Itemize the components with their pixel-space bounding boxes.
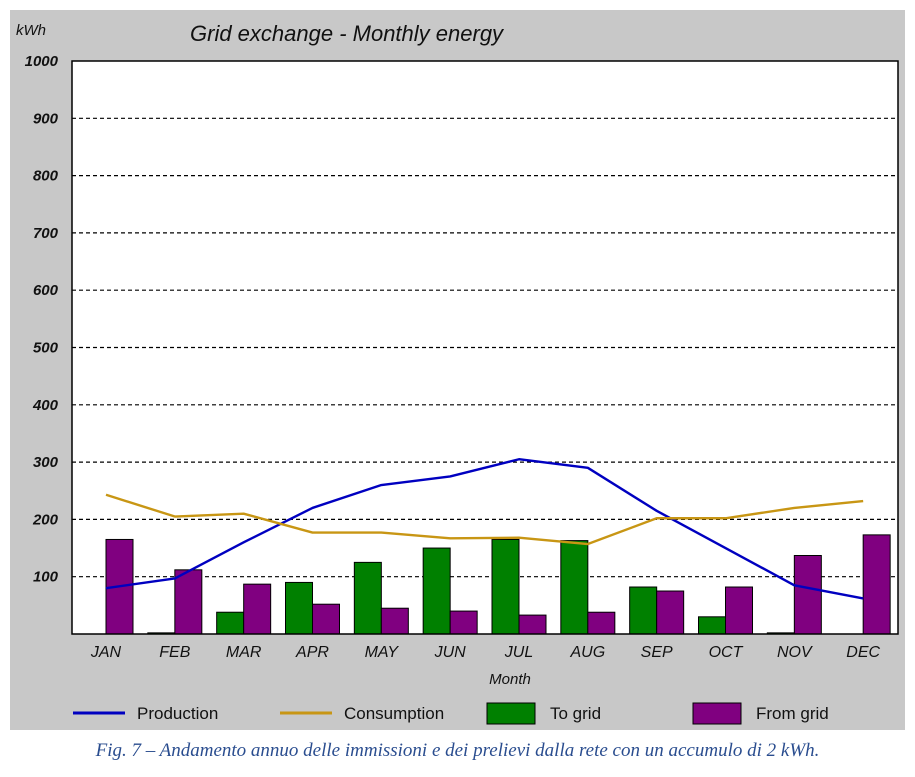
y-tick-label: 300: [33, 454, 59, 471]
x-tick-label-jul: JUL: [504, 644, 533, 661]
bar-to-grid-apr: [285, 581, 313, 635]
y-axis-unit: kWh: [16, 22, 46, 39]
x-tick-label-dec: DEC: [846, 644, 880, 661]
production-line: [105, 458, 864, 600]
y-tick-label: 600: [33, 282, 59, 299]
y-tick-label: 100: [33, 569, 59, 586]
y-tick-label: 200: [32, 511, 59, 528]
y-tick-label: 700: [33, 225, 59, 242]
bar-from-grid-sep: [656, 590, 685, 635]
bar-to-grid-jul: [491, 538, 520, 635]
y-tick-label: 400: [32, 397, 59, 414]
figure-caption: Fig. 7 – Andamento annuo delle immission…: [95, 740, 820, 761]
x-tick-label-apr: APR: [295, 644, 329, 661]
x-tick-label-may: MAY: [365, 644, 400, 661]
consumption-line: [105, 493, 864, 546]
legend-to-grid-swatch: [486, 702, 536, 725]
bar-from-grid-jun: [449, 610, 478, 635]
y-tick-label: 900: [33, 110, 59, 127]
x-tick-label-feb: FEB: [159, 644, 190, 661]
x-tick-label-jun: JUN: [434, 644, 467, 661]
y-tick-label: 800: [33, 168, 59, 185]
x-tick-label-aug: AUG: [569, 644, 605, 661]
legend-to-grid-label: To grid: [550, 704, 601, 723]
x-tick-label-jan: JAN: [90, 644, 122, 661]
bar-from-grid-nov: [793, 554, 822, 635]
bar-to-grid-oct: [698, 616, 726, 635]
legend-from-grid-swatch: [692, 702, 742, 725]
bar-to-grid-jun: [422, 547, 451, 635]
y-tick-label: 500: [33, 340, 59, 357]
bar-to-grid-sep: [629, 586, 658, 635]
bar-to-grid-aug: [560, 540, 589, 635]
bar-from-grid-jul: [518, 614, 547, 635]
bar-from-grid-apr: [312, 603, 340, 635]
x-tick-label-mar: MAR: [226, 644, 262, 661]
legend-from-grid-label: From grid: [756, 704, 829, 723]
bar-from-grid-oct: [725, 586, 753, 635]
legend-production-label: Production: [137, 704, 218, 723]
bar-from-grid-mar: [243, 583, 272, 635]
bar-to-grid-mar: [216, 611, 245, 635]
bar-from-grid-dec: [862, 534, 891, 635]
bar-from-grid-feb: [174, 569, 203, 635]
y-tick-label: 1000: [25, 53, 59, 70]
legend-consumption-label: Consumption: [344, 704, 444, 723]
grid-exchange-chart: Grid exchange - Monthly energy kWh 100 200 3…: [16, 21, 899, 725]
chart-title: Grid exchange - Monthly energy: [190, 21, 505, 46]
plot-frame: [71, 60, 899, 635]
x-tick-label-oct: OCT: [709, 644, 744, 661]
bar-from-grid-may: [380, 607, 409, 635]
bar-to-grid-may: [353, 561, 382, 635]
bar-from-grid-aug: [587, 611, 616, 635]
x-tick-label-sep: SEP: [641, 644, 673, 661]
x-axis-label: Month: [489, 671, 531, 688]
x-tick-label-nov: NOV: [777, 644, 813, 661]
